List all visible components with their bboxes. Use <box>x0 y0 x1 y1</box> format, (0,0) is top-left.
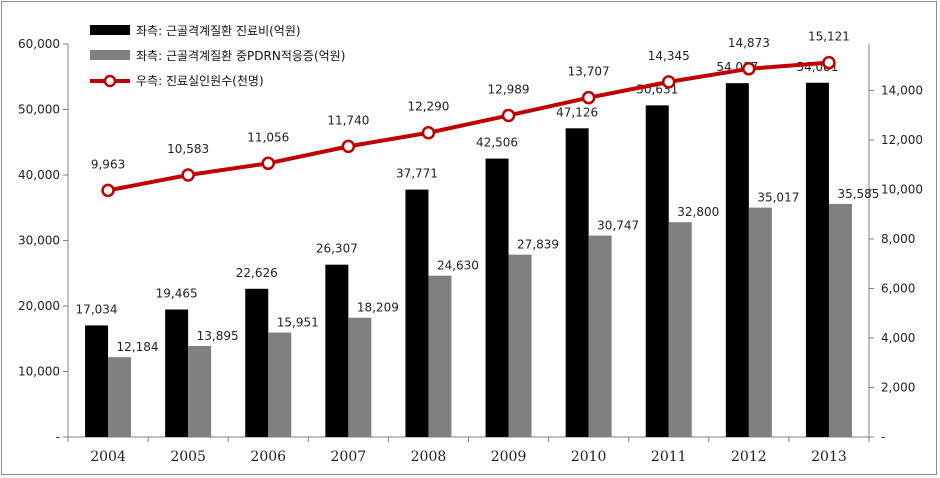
bar-data-label-1: 47,126 <box>556 105 598 119</box>
left-tick-label: 50,000 <box>18 103 60 117</box>
bar-series-2 <box>508 254 532 437</box>
line-point <box>822 55 836 70</box>
bar-data-label-1: 42,506 <box>476 136 518 150</box>
bar-series-1 <box>725 83 749 437</box>
line-point <box>662 75 676 89</box>
bar-series-1 <box>645 105 669 438</box>
line-series-path <box>107 60 830 193</box>
line-data-label: 10,583 <box>167 142 209 156</box>
bar-data-label-1: 37,771 <box>396 167 438 181</box>
bar-series-2 <box>108 357 132 437</box>
line-point <box>261 156 275 171</box>
left-tick-label: 60,000 <box>18 37 60 51</box>
left-tick-label: - <box>56 430 60 444</box>
right-tick-label: 14,000 <box>881 83 923 97</box>
right-tick-label: 6,000 <box>881 281 915 295</box>
left-tick-label: 40,000 <box>18 168 60 182</box>
line-point <box>421 125 436 140</box>
bar-series-1 <box>805 82 829 438</box>
line-point <box>101 183 115 198</box>
line-data-label: 14,873 <box>728 36 770 50</box>
bar-data-label-2: 12,184 <box>117 340 159 354</box>
legend-label-2: 좌측: 근골격계질환 중PDRN적응증(억원) <box>136 49 345 63</box>
right-tick-label: 12,000 <box>881 133 923 147</box>
legend-swatch-2 <box>90 50 130 60</box>
line-point <box>742 62 756 76</box>
bar-data-label-2: 15,951 <box>277 316 319 330</box>
line-point <box>181 168 195 182</box>
bar-series-2 <box>188 345 212 437</box>
bar-data-label-1: 26,307 <box>316 242 358 256</box>
line-point <box>341 139 356 154</box>
line-data-label: 12,989 <box>488 82 530 96</box>
bar-data-label-2: 13,895 <box>197 329 239 343</box>
bar-series-2 <box>268 332 292 437</box>
line-data-label: 13,707 <box>568 65 610 79</box>
bar-data-label-1: 17,034 <box>76 302 118 316</box>
x-tick-label: 2011 <box>651 449 687 465</box>
right-tick-label: 10,000 <box>881 182 923 196</box>
x-tick-label: 2006 <box>250 449 286 465</box>
bar-data-label-2: 30,747 <box>597 219 639 233</box>
x-tick-label: 2010 <box>571 449 607 465</box>
bar-series-1 <box>165 309 189 437</box>
bar-series-1 <box>565 128 589 437</box>
bar-series-2 <box>588 235 612 437</box>
left-tick-label: 30,000 <box>18 234 60 248</box>
bar-series-1 <box>85 325 109 437</box>
line-data-label: 12,290 <box>407 100 449 114</box>
line-data-label: 9,963 <box>91 157 125 171</box>
left-tick-label: 20,000 <box>18 299 60 313</box>
bar-series-1 <box>485 158 509 437</box>
legend-swatch-1 <box>90 25 130 35</box>
bar-data-label-1: 22,626 <box>236 266 278 280</box>
legend-label-1: 좌측: 근골격계질환 진료비(억원) <box>136 24 301 38</box>
x-tick-label: 2009 <box>491 449 527 465</box>
right-tick-label: 4,000 <box>881 331 915 345</box>
right-tick-label: 8,000 <box>881 232 915 246</box>
x-tick-label: 2013 <box>811 449 847 465</box>
line-point <box>501 108 516 123</box>
x-tick-label: 2004 <box>90 449 126 465</box>
bar-data-label-2: 35,585 <box>837 187 879 201</box>
bar-series-2 <box>428 275 452 437</box>
left-tick-label: 10,000 <box>18 365 60 379</box>
bar-data-label-2: 32,800 <box>677 205 719 219</box>
bar-series-1 <box>245 288 269 437</box>
legend-marker-3 <box>103 74 117 88</box>
line-data-label: 11,056 <box>247 130 289 144</box>
legend-label-3: 우측: 진료실인원수(천명) <box>136 73 264 88</box>
bar-data-label-2: 27,839 <box>517 238 559 252</box>
x-tick-label: 2012 <box>731 449 767 465</box>
right-tick-label: - <box>881 430 885 444</box>
x-tick-label: 2005 <box>170 449 206 465</box>
bar-series-2 <box>748 207 772 437</box>
right-tick-label: 2,000 <box>881 380 915 394</box>
line-data-label: 11,740 <box>327 113 369 127</box>
line-data-label: 15,121 <box>808 30 850 44</box>
bar-series-2 <box>828 203 852 437</box>
bar-series-2 <box>348 317 372 437</box>
bar-series-1 <box>325 264 349 437</box>
line-point <box>581 90 596 105</box>
x-tick-label: 2008 <box>411 449 447 465</box>
line-data-label: 14,345 <box>648 49 690 63</box>
bar-data-label-2: 35,017 <box>757 191 799 205</box>
bar-data-label-2: 24,630 <box>437 259 479 273</box>
bar-data-label-2: 18,209 <box>357 301 399 315</box>
bar-series-1 <box>405 189 429 437</box>
x-tick-label: 2007 <box>331 449 367 465</box>
bar-series-2 <box>668 222 692 437</box>
bar-data-label-1: 19,465 <box>156 287 198 301</box>
